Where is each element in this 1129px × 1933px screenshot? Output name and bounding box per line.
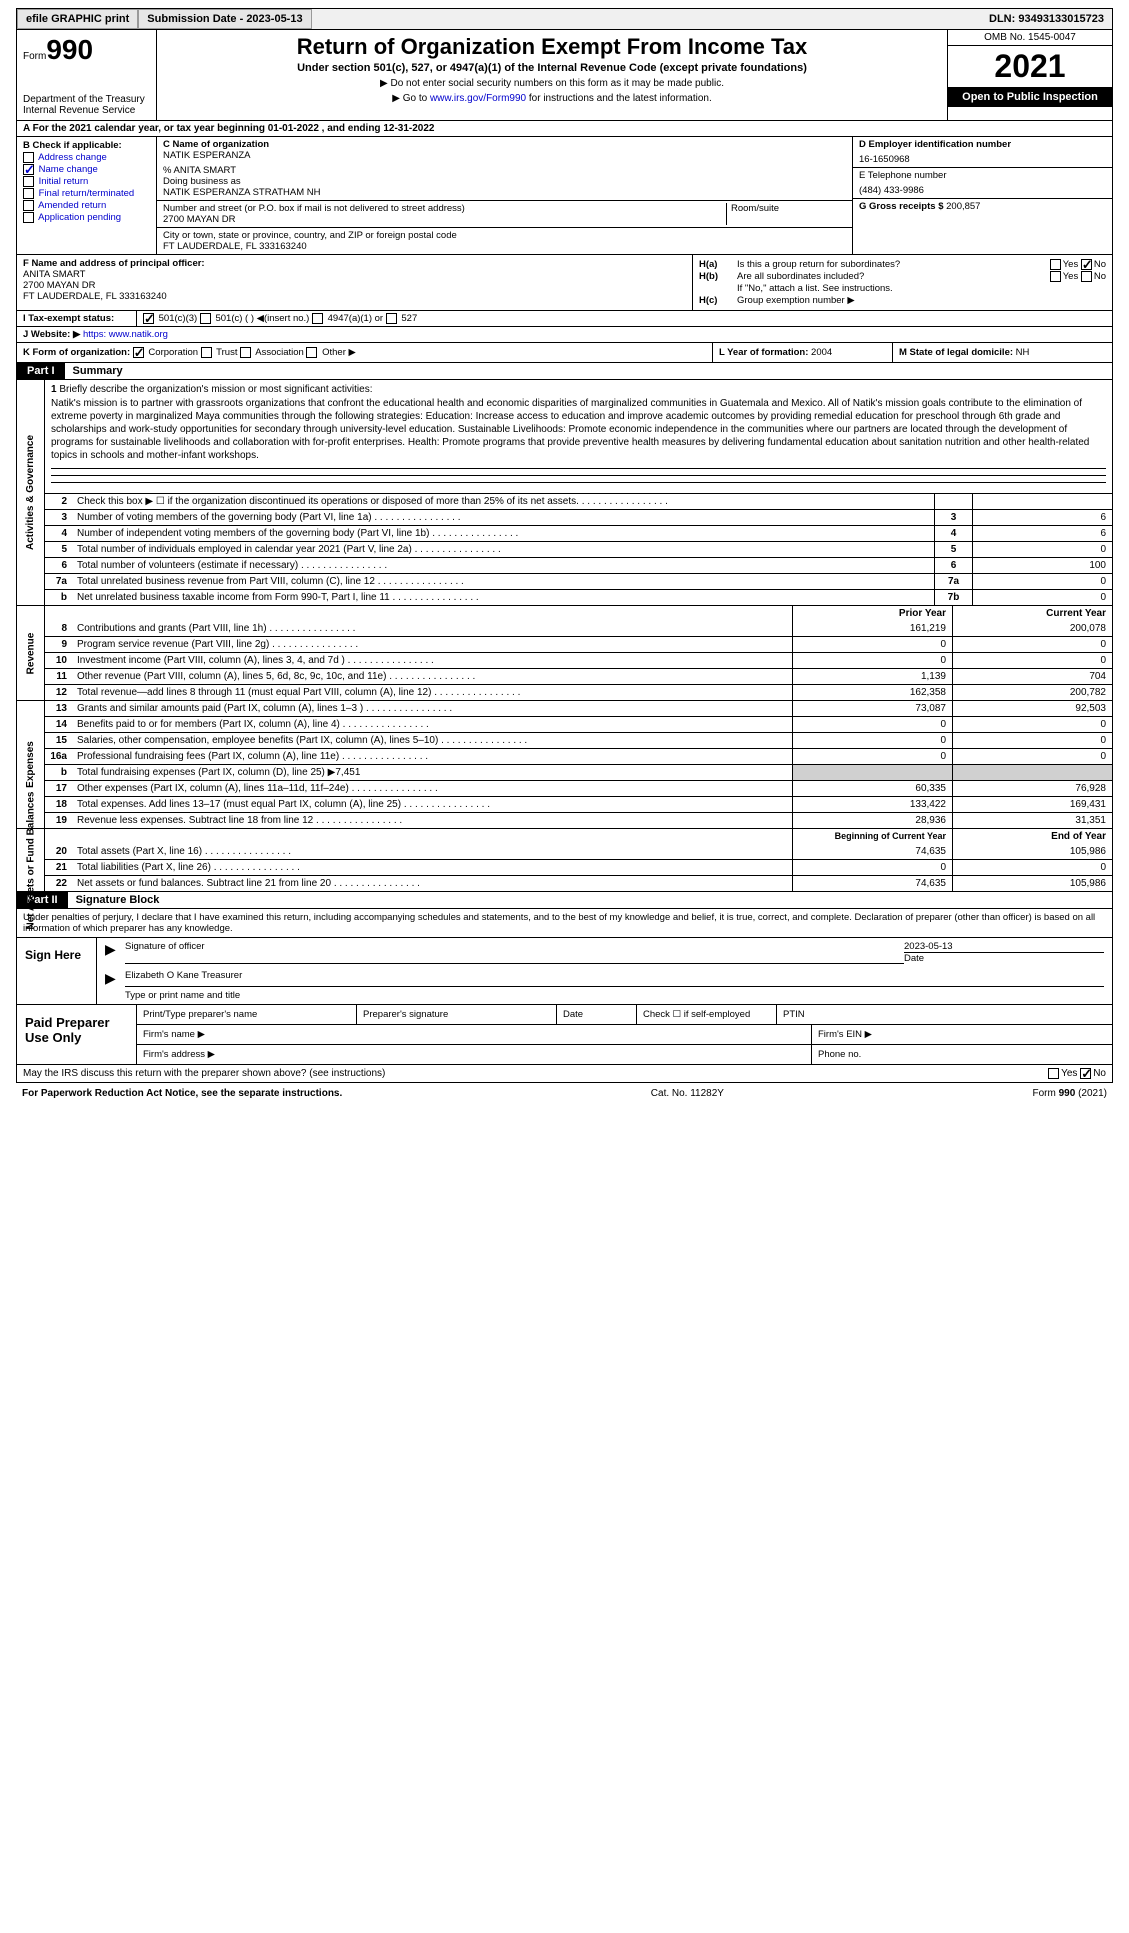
table-row: 7aTotal unrelated business revenue from … xyxy=(45,573,1112,589)
table-row: 15Salaries, other compensation, employee… xyxy=(45,732,1112,748)
form-prefix: Form xyxy=(23,51,46,62)
activities-governance-section: Activities & Governance 1 Briefly descri… xyxy=(16,380,1113,606)
row-i: I Tax-exempt status: 501(c)(3) 501(c) ( … xyxy=(16,311,1113,327)
table-row: 9Program service revenue (Part VIII, lin… xyxy=(45,636,1112,652)
row-a-period: A For the 2021 calendar year, or tax yea… xyxy=(16,121,1113,137)
inspection-label: Open to Public Inspection xyxy=(948,87,1112,107)
expenses-section: Expenses 13Grants and similar amounts pa… xyxy=(16,701,1113,829)
efile-button[interactable]: efile GRAPHIC print xyxy=(17,9,138,29)
omb-number: OMB No. 1545-0047 xyxy=(948,30,1112,46)
table-row: 4Number of independent voting members of… xyxy=(45,525,1112,541)
table-row: 16aProfessional fundraising fees (Part I… xyxy=(45,748,1112,764)
org-dba: NATIK ESPERANZA STRATHAM NH xyxy=(163,187,846,198)
state-domicile: NH xyxy=(1016,347,1030,358)
table-row: 17Other expenses (Part IX, column (A), l… xyxy=(45,780,1112,796)
table-row: 12Total revenue—add lines 8 through 11 (… xyxy=(45,684,1112,700)
table-row: 10Investment income (Part VIII, column (… xyxy=(45,652,1112,668)
website-link[interactable]: https: www.natik.org xyxy=(83,329,168,340)
table-row: bNet unrelated business taxable income f… xyxy=(45,589,1112,605)
table-row: 5Total number of individuals employed in… xyxy=(45,541,1112,557)
row-f-h: F Name and address of principal officer:… xyxy=(16,255,1113,311)
table-row: 19Revenue less expenses. Subtract line 1… xyxy=(45,812,1112,828)
part1-header: Part I Summary xyxy=(16,363,1113,380)
row-klm: K Form of organization: Corporation Trus… xyxy=(16,343,1113,363)
table-row: 20Total assets (Part X, line 16) 74,6351… xyxy=(45,844,1112,859)
table-row: 22Net assets or fund balances. Subtract … xyxy=(45,875,1112,891)
row-j: J Website: ▶ https: www.natik.org xyxy=(16,327,1113,343)
ein: 16-1650968 xyxy=(859,154,1106,165)
table-row: 21Total liabilities (Part X, line 26) 00 xyxy=(45,859,1112,875)
mission-text: Natik's mission is to partner with grass… xyxy=(51,397,1106,462)
officer-name: ANITA SMART xyxy=(23,269,686,280)
table-row: 6Total number of volunteers (estimate if… xyxy=(45,557,1112,573)
form-note2: ▶ Go to www.irs.gov/Form990 for instruct… xyxy=(165,93,939,104)
telephone: (484) 433-9986 xyxy=(859,185,1106,196)
box-b: B Check if applicable: Address change Na… xyxy=(17,137,157,254)
form-number: 990 xyxy=(46,34,93,65)
form-title: Return of Organization Exempt From Incom… xyxy=(165,34,939,60)
table-row: bTotal fundraising expenses (Part IX, co… xyxy=(45,764,1112,780)
top-bar: efile GRAPHIC print Submission Date - 20… xyxy=(16,8,1113,30)
form-subtitle: Under section 501(c), 527, or 4947(a)(1)… xyxy=(165,62,939,74)
form-note1: ▶ Do not enter social security numbers o… xyxy=(165,78,939,89)
signature-block: Under penalties of perjury, I declare th… xyxy=(16,909,1113,1065)
section-b-to-g: B Check if applicable: Address change Na… xyxy=(16,137,1113,255)
form-header: Form990 Department of the Treasury Inter… xyxy=(16,30,1113,121)
table-row: 2Check this box ▶ ☐ if the organization … xyxy=(45,494,1112,509)
org-name: NATIK ESPERANZA xyxy=(163,150,846,161)
gross-receipts: 200,857 xyxy=(946,201,980,212)
table-row: 18Total expenses. Add lines 13–17 (must … xyxy=(45,796,1112,812)
table-row: 8Contributions and grants (Part VIII, li… xyxy=(45,621,1112,636)
org-address: 2700 MAYAN DR xyxy=(163,214,726,225)
officer-signature-name: Elizabeth O Kane Treasurer xyxy=(125,970,1104,981)
table-row: 13Grants and similar amounts paid (Part … xyxy=(45,701,1112,716)
revenue-section: Revenue Prior Year Current Year 8Contrib… xyxy=(16,606,1113,701)
part2-header: Part II Signature Block xyxy=(16,892,1113,909)
footer: For Paperwork Reduction Act Notice, see … xyxy=(16,1085,1113,1102)
dept-label: Department of the Treasury Internal Reve… xyxy=(23,94,150,116)
tax-year: 2021 xyxy=(948,46,1112,87)
org-pct: % ANITA SMART xyxy=(163,165,846,176)
table-row: 3Number of voting members of the governi… xyxy=(45,509,1112,525)
table-row: 11Other revenue (Part VIII, column (A), … xyxy=(45,668,1112,684)
org-city: FT LAUDERDALE, FL 333163240 xyxy=(163,241,846,252)
year-formation: 2004 xyxy=(811,347,832,358)
discuss-row: May the IRS discuss this return with the… xyxy=(16,1065,1113,1083)
table-row: 14Benefits paid to or for members (Part … xyxy=(45,716,1112,732)
net-assets-section: Net Assets or Fund Balances Beginning of… xyxy=(16,829,1113,892)
dln: DLN: 93493133015723 xyxy=(989,13,1112,25)
room-suite: Room/suite xyxy=(726,203,846,225)
form990-link[interactable]: www.irs.gov/Form990 xyxy=(430,93,526,104)
submission-date: Submission Date - 2023-05-13 xyxy=(138,9,311,29)
